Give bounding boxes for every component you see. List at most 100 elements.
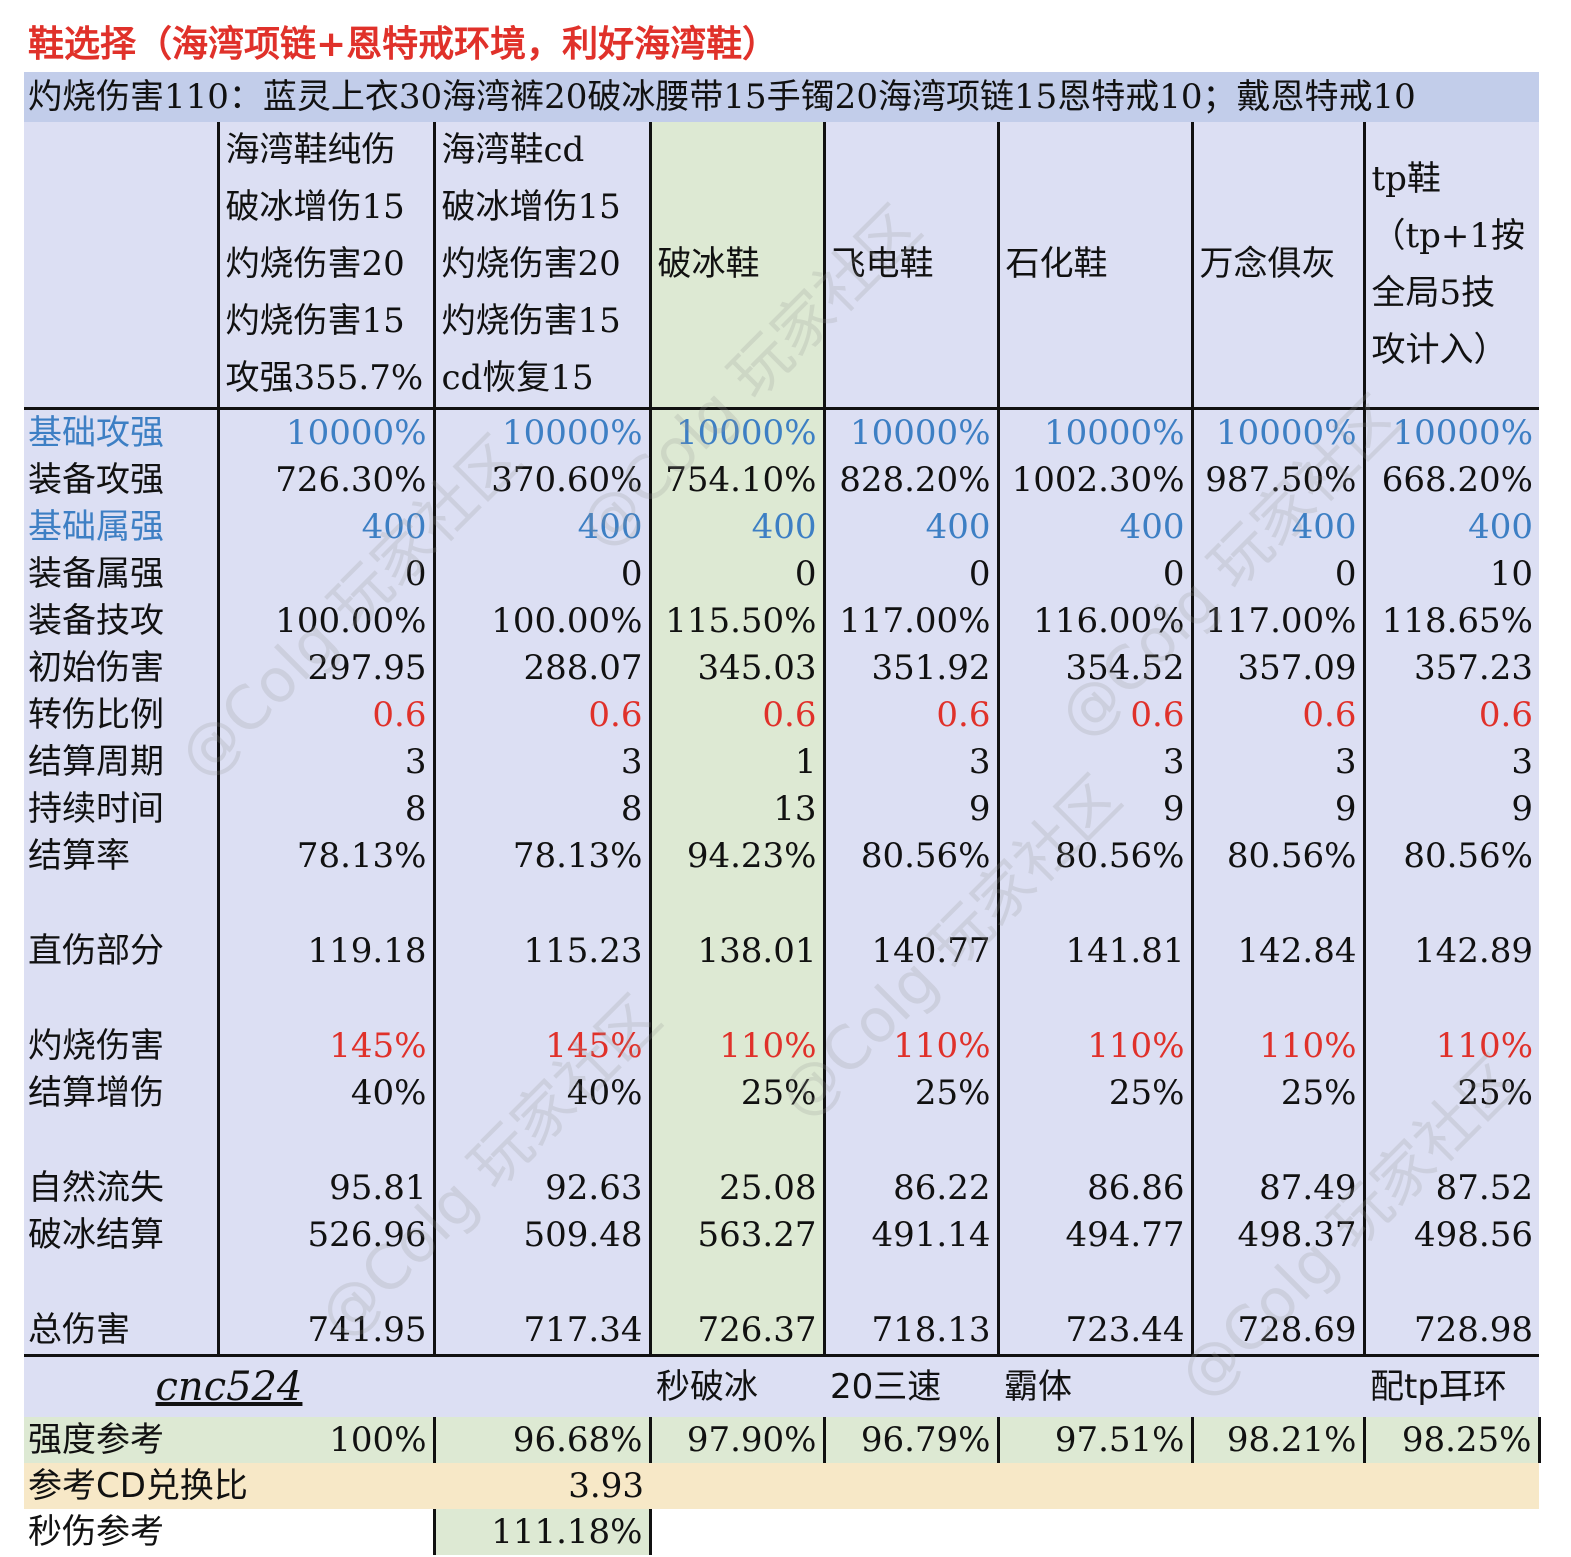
table-cell: 25% bbox=[648, 1070, 824, 1117]
header-line: 灼烧伤害20 bbox=[225, 244, 405, 284]
table-cell: 110% bbox=[996, 1023, 1192, 1070]
strength-label: 强度参考 bbox=[24, 1417, 218, 1463]
header-line: 灼烧伤害15 bbox=[441, 301, 621, 341]
spacer-row bbox=[24, 880, 1539, 928]
table-cell: 9 bbox=[822, 786, 998, 833]
table-cell: 354.52 bbox=[996, 645, 1192, 692]
table-cell: 498.37 bbox=[1190, 1212, 1364, 1259]
table-cell: 9 bbox=[1362, 786, 1539, 833]
table-row: 自然流失 95.81 92.63 25.08 86.22 86.86 87.49 87.52 bbox=[24, 1165, 1539, 1212]
header-line: 石化鞋 bbox=[1005, 244, 1108, 284]
row-label: 转伤比例 bbox=[24, 692, 218, 739]
row-label: 装备属强 bbox=[24, 551, 218, 598]
table-cell: 754.10% bbox=[648, 457, 824, 504]
table-cell: 3 bbox=[822, 739, 998, 786]
header-line: 海湾鞋纯伤 bbox=[225, 130, 396, 170]
table-cell: 10000% bbox=[216, 408, 434, 457]
table-cell: 509.48 bbox=[432, 1212, 650, 1259]
header-line: 万念俱灰 bbox=[1199, 244, 1336, 284]
table-cell: 370.60% bbox=[432, 457, 650, 504]
table-cell: 400 bbox=[1362, 504, 1539, 551]
table-cell: 115.50% bbox=[648, 598, 824, 645]
row-label: 自然流失 bbox=[24, 1165, 218, 1212]
table-cell: 0 bbox=[822, 551, 998, 598]
environment-summary: 灼烧伤害110：蓝灵上衣30海湾裤20破冰腰带15手镯20海湾项链15恩特戒10… bbox=[24, 72, 1539, 122]
table-row: 总伤害 741.95 717.34 726.37 718.13 723.44 728.69 7… bbox=[24, 1307, 1539, 1357]
author-signature: cnc524 bbox=[24, 1355, 434, 1417]
row-label: 灼烧伤害 bbox=[24, 1023, 218, 1070]
header-col-3: 破冰鞋 bbox=[648, 122, 824, 410]
table-cell: 288.07 bbox=[432, 645, 650, 692]
table-cell: 78.13% bbox=[216, 833, 434, 880]
table-cell: 726.37 bbox=[648, 1307, 824, 1357]
table-cell: 110% bbox=[648, 1023, 824, 1070]
row-label: 装备攻强 bbox=[24, 457, 218, 504]
table-row: 初始伤害 297.95 288.07 345.03 351.92 354.52 357.09… bbox=[24, 645, 1539, 692]
table-cell: 118.65% bbox=[1362, 598, 1539, 645]
table-cell: 80.56% bbox=[1190, 833, 1364, 880]
table-cell: 3 bbox=[996, 739, 1192, 786]
header-line: 海湾鞋cd bbox=[441, 130, 585, 170]
header-line: cd恢复15 bbox=[441, 358, 594, 398]
table-cell: 3 bbox=[1190, 739, 1364, 786]
header-col-5: 石化鞋 bbox=[996, 122, 1192, 410]
row-label: 装备技攻 bbox=[24, 598, 218, 645]
table-cell: 726.30% bbox=[216, 457, 434, 504]
table-cell: 87.52 bbox=[1362, 1165, 1539, 1212]
table-row: 破冰结算 526.96 509.48 563.27 491.14 494.77 498.37… bbox=[24, 1212, 1539, 1259]
table-cell: 0 bbox=[996, 551, 1192, 598]
strength-value: 97.90% bbox=[648, 1417, 826, 1463]
table-cell: 95.81 bbox=[216, 1165, 434, 1212]
row-label: 基础攻强 bbox=[24, 408, 218, 457]
table-cell: 297.95 bbox=[216, 645, 434, 692]
table-cell: 718.13 bbox=[822, 1307, 998, 1357]
row-label: 直伤部分 bbox=[24, 928, 218, 975]
table-cell: 10000% bbox=[432, 408, 650, 457]
table-cell: 142.84 bbox=[1190, 928, 1364, 975]
shoe-note: 秒破冰 bbox=[650, 1355, 824, 1417]
table-cell: 87.49 bbox=[1190, 1165, 1364, 1212]
shoe-note bbox=[434, 1355, 650, 1417]
table-cell: 116.00% bbox=[996, 598, 1192, 645]
table-cell: 25.08 bbox=[648, 1165, 824, 1212]
table-cell: 145% bbox=[216, 1023, 434, 1070]
table-cell: 138.01 bbox=[648, 928, 824, 975]
table-cell: 110% bbox=[822, 1023, 998, 1070]
dps-ref-label: 秒伤参考 bbox=[24, 1509, 218, 1555]
strength-value: 96.68% bbox=[432, 1417, 652, 1463]
strength-value: 98.21% bbox=[1190, 1417, 1366, 1463]
table-cell: 13 bbox=[648, 786, 824, 833]
spacer-row bbox=[24, 1259, 1539, 1307]
table-cell: 728.69 bbox=[1190, 1307, 1364, 1357]
table-row: 装备技攻 100.00% 100.00% 115.50% 117.00% 116.00% 1… bbox=[24, 598, 1539, 645]
table-cell: 117.00% bbox=[1190, 598, 1364, 645]
table-cell: 78.13% bbox=[432, 833, 650, 880]
shoe-note: 配tp耳环 bbox=[1364, 1355, 1539, 1417]
table-row: 直伤部分 119.18 115.23 138.01 140.77 141.81 142.84… bbox=[24, 928, 1539, 975]
table-row: 装备攻强 726.30% 370.60% 754.10% 828.20% 1002.30%… bbox=[24, 457, 1539, 504]
cd-ratio-value: 3.93 bbox=[434, 1463, 650, 1509]
table-cell: 3 bbox=[216, 739, 434, 786]
table-cell: 0.6 bbox=[996, 692, 1192, 739]
table-cell: 357.23 bbox=[1362, 645, 1539, 692]
table-cell: 86.86 bbox=[996, 1165, 1192, 1212]
table-cell: 10000% bbox=[996, 408, 1192, 457]
table-cell: 563.27 bbox=[648, 1212, 824, 1259]
row-label: 持续时间 bbox=[24, 786, 218, 833]
spacer-row bbox=[24, 1117, 1539, 1165]
table-cell: 80.56% bbox=[1362, 833, 1539, 880]
table-cell: 119.18 bbox=[216, 928, 434, 975]
header-line: 攻强355.7% bbox=[225, 358, 424, 398]
table-cell: 0 bbox=[648, 551, 824, 598]
table-cell: 25% bbox=[996, 1070, 1192, 1117]
table-cell: 0 bbox=[432, 551, 650, 598]
table-cell: 25% bbox=[822, 1070, 998, 1117]
header-line: 破冰增伤15 bbox=[441, 187, 621, 227]
table-cell: 94.23% bbox=[648, 833, 824, 880]
table-cell: 142.89 bbox=[1362, 928, 1539, 975]
table-cell: 526.96 bbox=[216, 1212, 434, 1259]
cd-ratio-row: 参考CD兑换比 3.93 bbox=[24, 1463, 1539, 1509]
table-cell: 0.6 bbox=[216, 692, 434, 739]
table-row: 灼烧伤害 145% 145% 110% 110% 110% 110% 110% bbox=[24, 1023, 1539, 1070]
shoe-comparison-table: 海湾鞋纯伤 破冰增伤15 灼烧伤害20 灼烧伤害15 攻强355.7% 海湾鞋cd 破冰增… bbox=[24, 122, 1541, 1555]
